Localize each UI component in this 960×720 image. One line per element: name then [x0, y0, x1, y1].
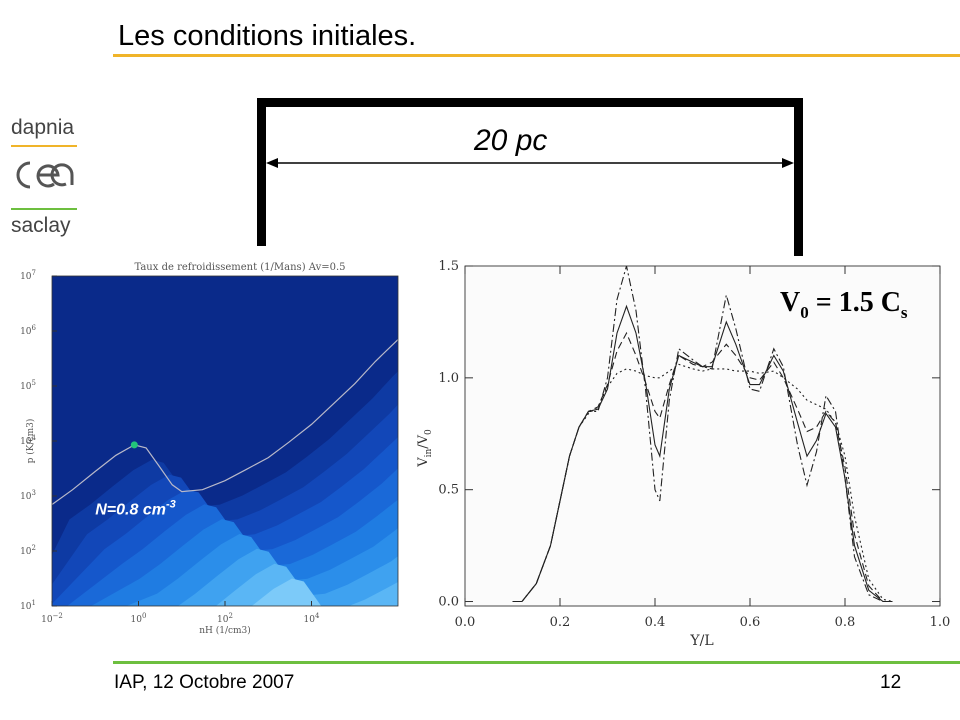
velocity-y-tick-label-1: 0.5	[438, 483, 459, 498]
cooling-y-tick-label-2: 103	[20, 489, 36, 502]
velocity-x-tick-label-3: 0.6	[740, 615, 761, 630]
cooling-x-tick-label-2: 102	[217, 612, 233, 625]
contour-band-7	[178, 548, 398, 606]
cooling-x-tick-label-1: 100	[131, 612, 147, 625]
cooling-contours	[52, 276, 398, 606]
velocity-series	[512, 265, 893, 603]
cooling-x-label: nH (1/cm3)	[199, 625, 251, 636]
velocity-x-tick-label-2: 0.4	[645, 615, 666, 630]
velocity-y-label-denominator-sub: 0	[424, 429, 434, 435]
initial-condition-marker	[130, 441, 138, 449]
cooling-y-tick-label-0: 101	[20, 599, 36, 612]
velocity-annotation: V0 = 1.5 Cs	[780, 287, 908, 322]
scale-box-top	[257, 98, 803, 107]
cooling-y-tick-label-6: 107	[20, 269, 36, 282]
footer-rule	[113, 661, 960, 664]
velocity-annotation-sub1: s	[901, 303, 908, 322]
velocity-y-label-main: V	[416, 457, 431, 468]
velocity-y-tick-label-3: 1.5	[438, 259, 459, 274]
logo-saclay: saclay	[11, 214, 71, 237]
velocity-series-dashdot	[512, 265, 893, 603]
cooling-y-label: p (K/cm3)	[25, 419, 36, 464]
page-number: 12	[880, 672, 902, 693]
velocity-annotation-sub0: 0	[800, 303, 809, 322]
velocity-x-tick-label-5: 1.0	[930, 615, 951, 630]
logo-divider-bottom	[11, 208, 77, 210]
velocity-annotation-main: V	[780, 287, 800, 318]
cooling-x-tick-label-3: 104	[304, 612, 320, 625]
cooling-rate-plot: Taux de refroidissement (1/Mans) Av=0.5 …	[20, 262, 399, 636]
velocity-y-tick-label-0: 0.0	[438, 595, 459, 610]
logo-divider-top	[11, 145, 77, 147]
cooling-y-tick-label-4: 105	[20, 379, 36, 392]
velocity-x-tick-label-4: 0.8	[835, 615, 856, 630]
cooling-y-tick-label-5: 106	[20, 324, 36, 337]
cooling-y-tick-label-3: 104	[20, 434, 36, 447]
scale-box-right	[794, 98, 803, 256]
slide-title: Les conditions initiales.	[118, 20, 417, 52]
velocity-x-label: Y/L	[689, 633, 713, 649]
cea-logo-graphic: cea	[16, 161, 74, 189]
density-annotation: N=0.8 cm-3	[95, 499, 176, 519]
velocity-annotation-middle: = 1.5 C	[809, 287, 901, 318]
cooling-y-tick-label-1: 102	[20, 544, 36, 557]
velocity-plot-frame	[464, 265, 941, 607]
velocity-y-ticks: 0.0 0.5 1.0 1.5	[438, 259, 940, 610]
density-annotation-exp: -3	[166, 499, 176, 511]
cooling-x-ticks: 10−2 100 102 104	[41, 601, 320, 625]
velocity-y-label-sub: in	[424, 449, 434, 458]
velocity-y-label-denominator: /V	[416, 434, 431, 448]
velocity-x-tick-label-0: 0.0	[455, 615, 476, 630]
footer-venue-date: IAP, 12 Octobre 2007	[114, 672, 295, 693]
scale-arrow	[266, 158, 794, 168]
velocity-y-label: Vin/V0	[416, 429, 434, 468]
cooling-x-tick-label-0: 10−2	[41, 612, 63, 625]
equilibrium-curve	[52, 339, 398, 505]
scale-label: 20 pc	[474, 124, 548, 157]
scale-box-left	[257, 98, 266, 246]
velocity-x-ticks: 0.0 0.2 0.4 0.6 0.8 1.0	[455, 266, 951, 630]
velocity-profile-plot: 0.0 0.2 0.4 0.6 0.8 1.0 0.0 0.5 1.0 1.5 Y/L Vin/…	[416, 259, 951, 649]
contour-band-9	[251, 578, 322, 606]
cea-logo: cea	[10, 155, 80, 200]
cooling-y-ticks: 101 102 103 104 105 106 107	[20, 269, 57, 612]
velocity-x-tick-label-1: 0.2	[550, 615, 571, 630]
velocity-y-tick-label-2: 1.0	[438, 371, 459, 386]
title-rule	[113, 54, 960, 57]
density-annotation-text: N=0.8 cm	[95, 502, 166, 519]
velocity-series-dashed	[512, 331, 893, 603]
logo-dapnia: dapnia	[11, 116, 75, 139]
cooling-plot-title: Taux de refroidissement (1/Mans) Av=0.5	[134, 262, 345, 273]
velocity-series-dotted	[512, 363, 893, 603]
contour-band-8	[215, 563, 398, 606]
